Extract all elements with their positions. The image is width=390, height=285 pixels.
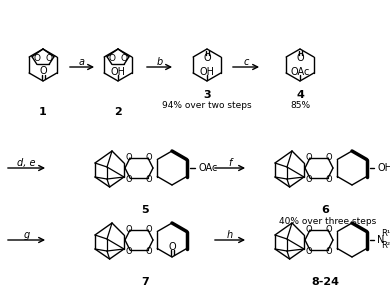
Text: O: O bbox=[168, 242, 176, 252]
Text: h: h bbox=[227, 230, 233, 240]
Text: O: O bbox=[34, 54, 41, 63]
Text: O: O bbox=[203, 53, 211, 63]
Text: O: O bbox=[126, 174, 132, 184]
Text: O: O bbox=[108, 54, 115, 63]
Text: O: O bbox=[326, 152, 332, 162]
Text: g: g bbox=[23, 230, 30, 240]
Text: OH: OH bbox=[200, 67, 215, 77]
Text: 40% over three steps: 40% over three steps bbox=[279, 217, 377, 225]
Text: O: O bbox=[326, 174, 332, 184]
Text: 7: 7 bbox=[141, 277, 149, 285]
Text: R²: R² bbox=[381, 241, 390, 251]
Text: O: O bbox=[126, 247, 132, 255]
Text: O: O bbox=[326, 247, 332, 255]
Text: 4: 4 bbox=[296, 90, 304, 100]
Text: 85%: 85% bbox=[290, 101, 310, 111]
Text: 94% over two steps: 94% over two steps bbox=[162, 101, 252, 111]
Text: O: O bbox=[326, 225, 332, 233]
Text: O: O bbox=[146, 152, 152, 162]
Text: O: O bbox=[306, 225, 312, 233]
Text: O: O bbox=[306, 152, 312, 162]
Text: 1: 1 bbox=[39, 107, 47, 117]
Text: a: a bbox=[79, 57, 85, 67]
Text: b: b bbox=[156, 57, 163, 67]
Text: O: O bbox=[146, 174, 152, 184]
Text: O: O bbox=[46, 54, 53, 63]
Text: 2: 2 bbox=[114, 107, 122, 117]
Text: OAc: OAc bbox=[199, 163, 218, 173]
Text: O: O bbox=[306, 247, 312, 255]
Text: O: O bbox=[146, 247, 152, 255]
Text: O: O bbox=[121, 54, 128, 63]
Text: O: O bbox=[306, 174, 312, 184]
Text: O: O bbox=[39, 66, 47, 76]
Text: OH: OH bbox=[378, 163, 390, 173]
Text: c: c bbox=[243, 57, 249, 67]
Text: O: O bbox=[126, 225, 132, 233]
Text: f: f bbox=[228, 158, 232, 168]
Text: O: O bbox=[126, 152, 132, 162]
Text: 8-24: 8-24 bbox=[311, 277, 339, 285]
Text: d, e: d, e bbox=[17, 158, 36, 168]
Text: N: N bbox=[377, 235, 384, 245]
Text: 3: 3 bbox=[203, 90, 211, 100]
Text: 6: 6 bbox=[321, 205, 329, 215]
Text: O: O bbox=[296, 53, 304, 63]
Text: O: O bbox=[146, 225, 152, 233]
Text: OAc: OAc bbox=[290, 67, 310, 77]
Text: OH: OH bbox=[110, 67, 126, 77]
Text: 5: 5 bbox=[141, 205, 149, 215]
Text: R¹: R¹ bbox=[381, 229, 390, 239]
